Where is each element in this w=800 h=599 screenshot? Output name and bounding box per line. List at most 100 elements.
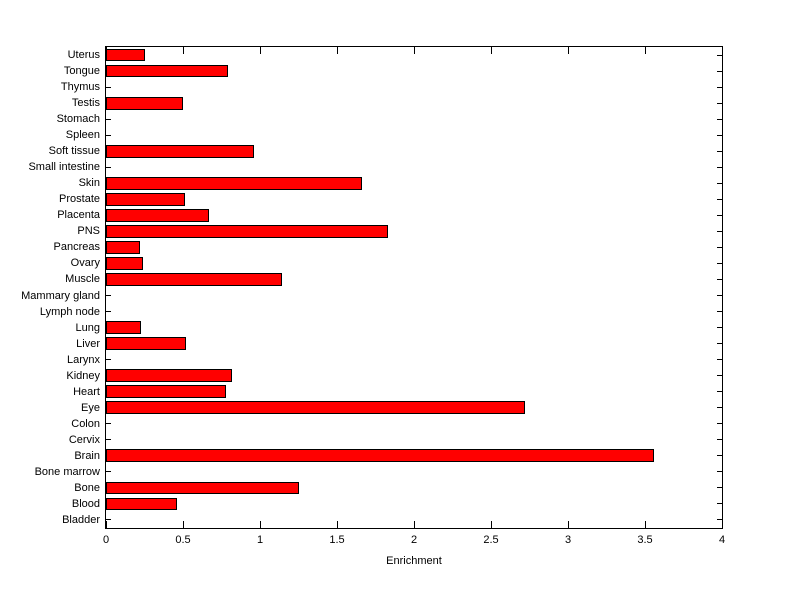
bar bbox=[106, 385, 227, 399]
bar bbox=[106, 176, 362, 190]
y-tick-mark-left bbox=[106, 118, 111, 120]
x-axis-title: Enrichment bbox=[386, 555, 442, 567]
y-axis-tick-label: Heart bbox=[73, 385, 100, 398]
y-axis-tick-label: Spleen bbox=[65, 129, 100, 142]
y-axis-tick-label: Bone bbox=[74, 481, 100, 494]
y-axis-tick-label: Lymph node bbox=[39, 305, 100, 318]
x-tick-mark-top bbox=[336, 47, 338, 54]
x-tick-mark-top bbox=[644, 47, 646, 54]
y-tick-mark-right bbox=[717, 86, 722, 88]
bar bbox=[106, 337, 187, 351]
y-axis-tick-label: Liver bbox=[76, 337, 100, 350]
bar bbox=[106, 241, 140, 254]
y-axis-tick-label: Mammary gland bbox=[21, 289, 100, 302]
x-tick-mark-bottom bbox=[413, 521, 415, 528]
x-tick-mark-bottom bbox=[182, 521, 184, 528]
y-axis-tick-label: Muscle bbox=[65, 273, 100, 286]
y-tick-mark-right bbox=[717, 102, 722, 104]
y-tick-mark-right bbox=[717, 182, 722, 184]
bar bbox=[106, 369, 233, 383]
y-axis-tick-label: PNS bbox=[77, 225, 100, 238]
y-tick-mark-right bbox=[717, 214, 722, 216]
y-tick-mark-right bbox=[717, 278, 722, 280]
x-tick-mark-top bbox=[182, 47, 184, 54]
y-tick-mark-right bbox=[717, 343, 722, 345]
y-axis-tick-label: Bone marrow bbox=[34, 465, 100, 478]
y-tick-mark-left bbox=[106, 519, 111, 521]
y-axis-tick-label: Uterus bbox=[67, 49, 100, 62]
x-tick-mark-bottom bbox=[567, 521, 569, 528]
bar bbox=[106, 401, 525, 415]
y-tick-mark-right bbox=[717, 471, 722, 473]
bar bbox=[106, 64, 228, 78]
y-tick-mark-left bbox=[106, 359, 111, 361]
y-tick-mark-right bbox=[717, 327, 722, 329]
y-axis-tick-label: Lung bbox=[75, 321, 100, 334]
bar bbox=[106, 257, 143, 270]
x-axis-tick-label: 0.5 bbox=[175, 534, 191, 546]
y-axis-tick-label: Brain bbox=[74, 449, 100, 462]
y-axis-tick-label: Ovary bbox=[70, 257, 100, 270]
y-tick-mark-right bbox=[717, 118, 722, 120]
y-tick-mark-right bbox=[717, 166, 722, 168]
y-tick-mark-left bbox=[106, 134, 111, 136]
y-tick-mark-right bbox=[717, 311, 722, 313]
y-tick-mark-left bbox=[106, 311, 111, 313]
x-axis-tick-label: 4 bbox=[718, 534, 726, 546]
bar bbox=[106, 144, 254, 158]
x-axis-tick-label: 2.5 bbox=[483, 534, 499, 546]
y-tick-mark-right bbox=[717, 375, 722, 377]
y-axis-tick-label: Skin bbox=[78, 177, 100, 190]
x-tick-mark-bottom bbox=[721, 521, 723, 528]
y-axis-tick-label: Small intestine bbox=[28, 161, 100, 174]
y-tick-mark-right bbox=[717, 391, 722, 393]
y-tick-mark-right bbox=[717, 439, 722, 441]
bar bbox=[106, 224, 388, 238]
y-tick-mark-right bbox=[717, 150, 722, 152]
y-tick-mark-right bbox=[717, 134, 722, 136]
y-tick-mark-left bbox=[106, 166, 111, 168]
x-axis-tick-label: 0 bbox=[102, 534, 110, 546]
x-tick-mark-top bbox=[413, 47, 415, 54]
y-tick-mark-right bbox=[717, 70, 722, 72]
y-tick-mark-left bbox=[106, 86, 111, 88]
y-tick-mark-right bbox=[717, 359, 722, 361]
x-tick-mark-bottom bbox=[336, 521, 338, 528]
y-tick-mark-right bbox=[717, 407, 722, 409]
y-axis-tick-label: Testis bbox=[71, 97, 100, 110]
y-tick-mark-left bbox=[106, 471, 111, 473]
x-tick-mark-top bbox=[490, 47, 492, 54]
bar bbox=[106, 481, 299, 495]
bar bbox=[106, 208, 210, 222]
y-axis-tick-label: Colon bbox=[71, 417, 100, 430]
y-axis-tick-label: Prostate bbox=[59, 193, 100, 206]
x-tick-mark-bottom bbox=[644, 521, 646, 528]
y-tick-mark-right bbox=[717, 423, 722, 425]
x-tick-mark-bottom bbox=[259, 521, 261, 528]
y-tick-mark-right bbox=[717, 295, 722, 297]
y-axis-tick-label: Blood bbox=[71, 497, 100, 510]
bar bbox=[106, 449, 655, 463]
y-tick-mark-right bbox=[717, 198, 722, 200]
y-tick-mark-right bbox=[717, 230, 722, 232]
x-axis-tick-label: 3 bbox=[564, 534, 572, 546]
y-axis-tick-label: Pancreas bbox=[53, 241, 100, 254]
x-tick-mark-top bbox=[105, 47, 107, 54]
y-axis-tick-label: Placenta bbox=[57, 209, 100, 222]
plot-area: Enrichment Uterus Tongue Thymus Testis Stoma… bbox=[21, 46, 725, 567]
y-axis-tick-label: Stomach bbox=[56, 113, 100, 126]
y-axis-tick-label: Tongue bbox=[63, 65, 100, 78]
x-axis-tick-label: 3.5 bbox=[637, 534, 653, 546]
y-axis-tick-label: Bladder bbox=[62, 513, 100, 526]
y-tick-mark-left bbox=[106, 295, 111, 297]
y-axis-tick-label: Kidney bbox=[66, 369, 100, 382]
x-tick-mark-top bbox=[259, 47, 261, 54]
bar bbox=[106, 192, 185, 206]
x-axis-tick-label: 1 bbox=[256, 534, 264, 546]
y-axis-tick-label: Larynx bbox=[66, 353, 100, 366]
bar bbox=[106, 321, 142, 334]
y-tick-mark-left bbox=[106, 439, 111, 441]
y-tick-mark-right bbox=[717, 503, 722, 505]
bar bbox=[106, 273, 282, 286]
